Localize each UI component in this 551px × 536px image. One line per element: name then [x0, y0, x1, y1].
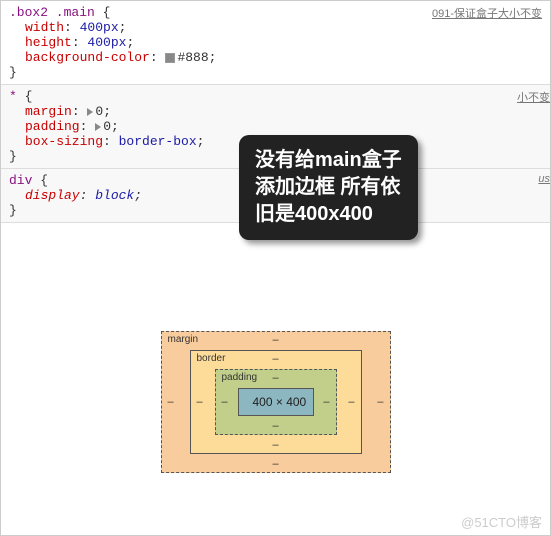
- padding-right-value: –: [323, 396, 329, 408]
- margin-right-value: –: [377, 396, 383, 408]
- border-bottom-value: –: [272, 439, 278, 451]
- margin-left-value: –: [168, 396, 174, 408]
- margin-label: margin: [168, 334, 199, 345]
- tooltip-highlight: main: [315, 149, 362, 171]
- semicolon: ;: [119, 20, 127, 35]
- semicolon: ;: [197, 134, 205, 149]
- css-value: 400px: [80, 20, 119, 35]
- border-top-value: –: [272, 353, 278, 365]
- css-declaration[interactable]: background-color: #888;: [9, 50, 542, 65]
- open-brace: {: [95, 5, 111, 20]
- source-file-link[interactable]: us: [538, 173, 550, 185]
- css-declaration[interactable]: height: 400px;: [9, 35, 542, 50]
- css-property: padding: [25, 119, 80, 134]
- source-file-link[interactable]: 小不变: [517, 89, 550, 105]
- css-property: height: [25, 35, 72, 50]
- css-value: block: [95, 188, 134, 203]
- semicolon: ;: [111, 119, 119, 134]
- open-brace: {: [17, 89, 33, 104]
- colon: :: [150, 50, 166, 65]
- css-rule-block: 091-保证盒子大小不变.box2 .main {width: 400px;he…: [1, 1, 550, 85]
- tooltip-highlight: 400x400: [295, 203, 373, 225]
- margin-top-value: –: [272, 334, 278, 346]
- close-brace: }: [9, 65, 17, 80]
- semicolon: ;: [209, 50, 217, 65]
- semicolon: ;: [103, 104, 111, 119]
- colon: :: [64, 20, 80, 35]
- box-model-diagram: margin – – – – border – – – – padding – …: [1, 331, 550, 473]
- padding-label: padding: [222, 372, 258, 383]
- source-file-link[interactable]: 091-保证盒子大小不变: [432, 5, 542, 21]
- annotation-tooltip: 没有给main盒子 添加边框 所有依 旧是400x400: [239, 135, 418, 240]
- css-selector[interactable]: *: [9, 89, 17, 104]
- css-property: display: [25, 188, 80, 203]
- margin-bottom-value: –: [272, 458, 278, 470]
- expand-shorthand-icon[interactable]: [87, 108, 93, 116]
- tooltip-text: 盒子: [362, 149, 402, 171]
- css-declaration[interactable]: padding: 0;: [9, 119, 542, 134]
- css-selector[interactable]: .box2 .main: [9, 5, 95, 20]
- color-swatch-icon[interactable]: [165, 53, 175, 63]
- css-value: #888: [177, 50, 208, 65]
- css-selector[interactable]: div: [9, 173, 32, 188]
- css-property: background-color: [25, 50, 150, 65]
- colon: :: [80, 188, 96, 203]
- css-property: width: [25, 20, 64, 35]
- colon: :: [80, 119, 96, 134]
- open-brace: {: [32, 173, 48, 188]
- expand-shorthand-icon[interactable]: [95, 123, 101, 131]
- css-declaration[interactable]: width: 400px;: [9, 20, 542, 35]
- tooltip-text: 旧是: [255, 203, 295, 225]
- css-value: 0: [103, 119, 111, 134]
- watermark: @51CTO博客: [461, 512, 542, 531]
- css-property: margin: [25, 104, 72, 119]
- box-model-border[interactable]: border – – – – padding – – – – 400 × 400: [190, 350, 362, 454]
- padding-bottom-value: –: [272, 420, 278, 432]
- box-model-margin[interactable]: margin – – – – border – – – – padding – …: [161, 331, 391, 473]
- border-left-value: –: [197, 396, 203, 408]
- colon: :: [72, 104, 88, 119]
- box-model-padding[interactable]: padding – – – – 400 × 400: [215, 369, 337, 435]
- css-value: 400px: [87, 35, 126, 50]
- colon: :: [103, 134, 119, 149]
- border-label: border: [197, 353, 226, 364]
- semicolon: ;: [126, 35, 134, 50]
- tooltip-text: 添加边框 所有依: [255, 174, 402, 201]
- padding-top-value: –: [272, 372, 278, 384]
- css-property: box-sizing: [25, 134, 103, 149]
- close-brace: }: [9, 203, 17, 218]
- semicolon: ;: [134, 188, 142, 203]
- colon: :: [72, 35, 88, 50]
- padding-left-value: –: [222, 396, 228, 408]
- tooltip-text: 没有给: [255, 149, 315, 171]
- css-declaration[interactable]: margin: 0;: [9, 104, 542, 119]
- css-value: border-box: [119, 134, 197, 149]
- border-right-value: –: [348, 396, 354, 408]
- close-brace: }: [9, 149, 17, 164]
- box-model-content[interactable]: 400 × 400: [238, 388, 314, 416]
